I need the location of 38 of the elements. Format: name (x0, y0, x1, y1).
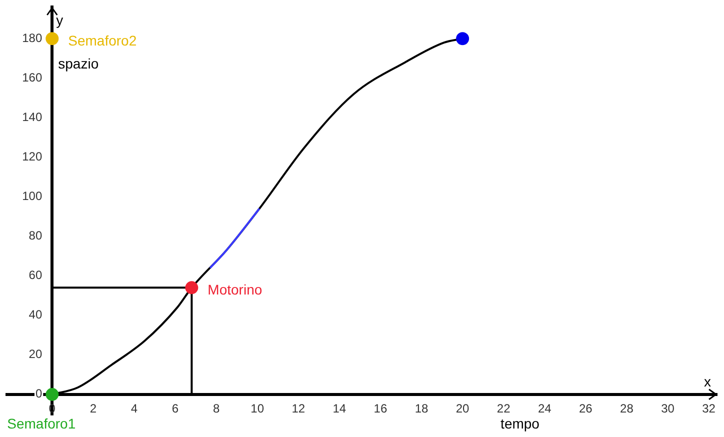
y-tick-label: 160 (22, 70, 42, 84)
x-tick-label: 4 (130, 402, 138, 416)
point (185, 281, 198, 294)
x-tick-label: 28 (620, 402, 634, 416)
x-tick-label: 22 (496, 402, 511, 416)
point (46, 388, 59, 401)
series-label: Semaforo1 (7, 415, 76, 432)
x-tick-label: 20 (456, 402, 470, 416)
x-tick-label: 30 (661, 402, 675, 416)
y-tick-label: 180 (22, 30, 42, 45)
x-tick-label: 12 (292, 402, 306, 416)
x-tick-label: 26 (578, 402, 593, 416)
y-tick-label: 40 (28, 308, 42, 322)
x-tick-label: 32 (702, 402, 716, 416)
y-tick-label: 80 (28, 228, 42, 243)
y-tick-label: 0 (35, 386, 42, 401)
x-tick-label: 16 (374, 402, 388, 416)
y-tick-label: 120 (22, 150, 42, 164)
y-tick-label: 60 (28, 268, 42, 282)
y-tick-label: 140 (22, 110, 42, 124)
y-axis-title: spazio (58, 55, 99, 72)
x-tick-label: 10 (250, 402, 264, 416)
annotation: x (704, 373, 711, 390)
y-tick-label: 20 (28, 347, 42, 362)
point (46, 32, 59, 46)
x-tick-label: 6 (172, 402, 179, 416)
y-tick-label: 100 (22, 189, 42, 204)
series-label: Semaforo2 (68, 32, 137, 48)
x-tick-label: 8 (212, 402, 220, 416)
x-tick-label: 18 (414, 402, 429, 416)
x-tick-label: 14 (332, 402, 346, 416)
x-tick-label: 2 (90, 402, 97, 416)
annotation: y (56, 12, 64, 28)
x-tick-label: 0 (48, 402, 56, 416)
point (456, 32, 470, 46)
x-axis-title: tempo (500, 415, 540, 432)
x-tick-label: 24 (538, 402, 552, 416)
series-label: Motorino (208, 282, 262, 298)
